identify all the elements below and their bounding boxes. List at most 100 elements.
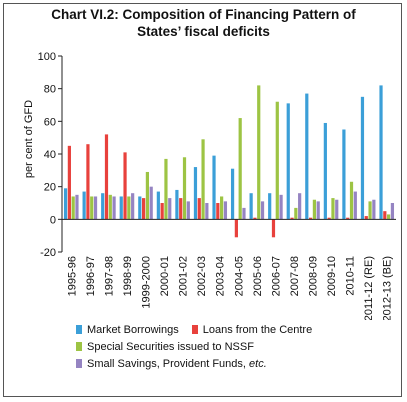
bar xyxy=(305,93,309,220)
bar xyxy=(335,199,339,220)
bar xyxy=(82,191,86,220)
y-tick-label: -20 xyxy=(40,247,56,259)
bar xyxy=(197,198,201,220)
bar xyxy=(234,219,238,238)
bar xyxy=(67,145,71,220)
y-tick-label: 100 xyxy=(38,51,56,63)
bar xyxy=(342,129,346,220)
x-tick-label: 2000-01 xyxy=(159,256,171,296)
bar xyxy=(182,157,187,220)
bar xyxy=(290,217,294,220)
legend-item-nssf: Special Securities issued to NSSF xyxy=(76,339,254,356)
x-tick-label: 2008-09 xyxy=(308,256,320,296)
bar xyxy=(316,201,320,220)
x-tick-label: 2011-12 (RE) xyxy=(363,256,375,320)
bar-chart: -20 0 20 40 60 80 100 1995-96 1996-97 1997-98 1998… xyxy=(23,51,396,320)
bar xyxy=(138,196,142,220)
x-tick-label: 1997-98 xyxy=(103,256,115,296)
chart-title-line-1: Chart VI.2: Composition of Financing Pat… xyxy=(51,7,356,22)
bar xyxy=(93,196,98,220)
bar xyxy=(238,118,242,220)
bar xyxy=(271,219,276,238)
bar xyxy=(145,171,149,220)
bar xyxy=(104,134,109,220)
bar xyxy=(123,152,127,220)
y-tick-label: 0 xyxy=(50,214,56,226)
legend-label-market-borrowings: Market Borrowings xyxy=(87,324,179,336)
bar xyxy=(346,217,350,220)
plot-area: -20 0 20 40 60 80 100 1995-96 1996-97 1997-98 1998… xyxy=(38,51,396,320)
bar xyxy=(86,144,90,220)
bar xyxy=(101,193,105,220)
y-tick-label: 80 xyxy=(44,84,56,96)
x-tick-label: 1996-97 xyxy=(85,256,97,296)
x-tick-label: 2001-02 xyxy=(178,256,190,296)
bar xyxy=(286,103,290,220)
legend-swatch-small-savings xyxy=(76,359,82,368)
x-tick-label: 2004-05 xyxy=(233,256,245,296)
legend-row-2: Special Securities issued to NSSF xyxy=(76,339,396,356)
bar xyxy=(309,217,313,220)
bar xyxy=(175,189,179,220)
x-tick-label: 2007-08 xyxy=(289,256,301,296)
bar xyxy=(249,193,253,220)
x-tick-label: 2005-06 xyxy=(252,256,264,296)
bar xyxy=(127,196,131,220)
bar xyxy=(353,191,357,220)
bar xyxy=(298,193,302,220)
legend-item-small-savings: Small Savings, Provident Funds, etc. xyxy=(76,356,267,373)
bar xyxy=(63,188,68,220)
bar xyxy=(193,167,198,220)
bar xyxy=(156,191,160,220)
chart-title: Chart VI.2: Composition of Financing Pat… xyxy=(0,6,407,40)
bar xyxy=(268,193,272,220)
bar xyxy=(179,198,183,220)
bar xyxy=(160,203,164,220)
bar xyxy=(186,201,190,220)
y-axis-label: per cent of GFD xyxy=(23,100,35,178)
legend-label-small-savings: Small Savings, Provident Funds, xyxy=(87,358,250,370)
bar xyxy=(242,207,246,220)
legend-swatch-loans-from-centre xyxy=(191,325,198,334)
bar xyxy=(71,196,75,220)
bar xyxy=(360,96,365,220)
bar xyxy=(216,203,220,220)
x-tick-label: 2010-11 xyxy=(345,256,357,296)
bar xyxy=(90,196,94,220)
y-tick-label: 40 xyxy=(44,149,56,161)
legend-label-nssf: Special Securities issued to NSSF xyxy=(87,341,254,353)
bar xyxy=(383,211,387,220)
bar xyxy=(205,203,209,220)
x-tick-label: 1999-2000 xyxy=(141,256,153,309)
x-tick-label: 2012-13 (BE) xyxy=(382,256,394,320)
bar xyxy=(142,198,146,220)
x-tick-label: 1998-99 xyxy=(122,256,134,296)
legend-label-small-savings-italic: etc. xyxy=(249,358,267,370)
bar xyxy=(312,199,316,220)
bar xyxy=(201,139,205,220)
x-tick-label: 2003-04 xyxy=(215,256,227,296)
chart-title-line-2: States’ fiscal deficits xyxy=(137,24,270,39)
x-tick-label: 2009-10 xyxy=(326,256,338,296)
bar xyxy=(119,196,123,220)
bar xyxy=(164,158,168,220)
bar xyxy=(379,85,383,220)
legend: Market Borrowings Loans from the Centre … xyxy=(76,322,396,373)
bar xyxy=(253,217,257,220)
bar xyxy=(275,101,279,220)
bar xyxy=(230,168,235,220)
x-tick-label: 2002-03 xyxy=(196,256,208,296)
bar xyxy=(364,216,368,220)
bar xyxy=(223,201,228,220)
bar xyxy=(331,198,335,220)
y-tick-label: 60 xyxy=(44,116,56,128)
x-tick-label: 2006-07 xyxy=(270,256,282,296)
bar xyxy=(149,186,153,220)
bar xyxy=(323,122,327,220)
legend-row-3: Small Savings, Provident Funds, etc. xyxy=(76,356,396,373)
bar xyxy=(212,155,216,220)
bar xyxy=(131,193,135,220)
bar xyxy=(112,196,116,220)
bar xyxy=(387,214,391,220)
legend-item-market-borrowings: Market Borrowings xyxy=(76,322,179,339)
